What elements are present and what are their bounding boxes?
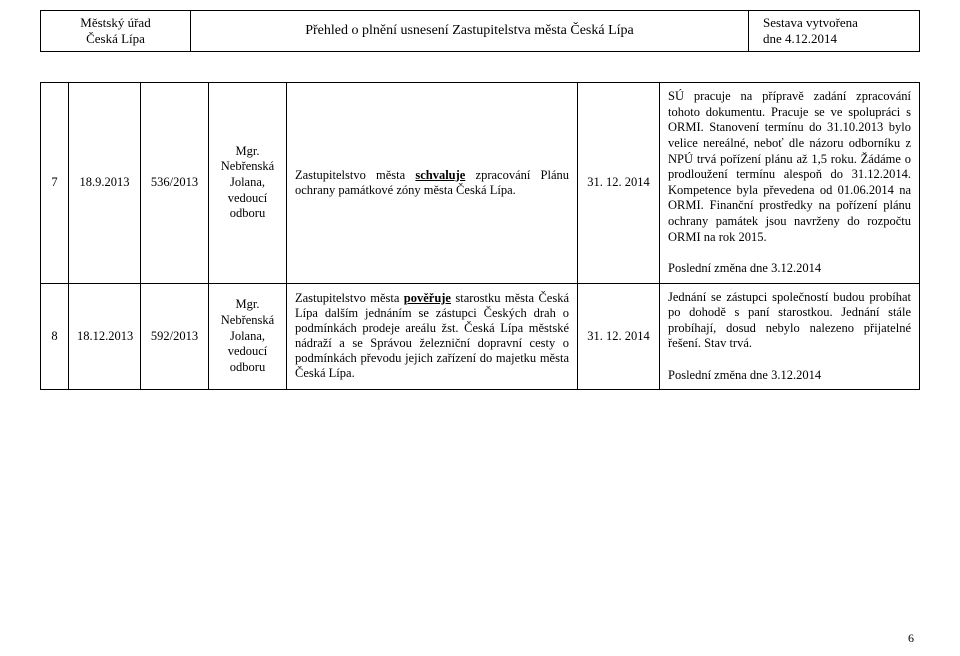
cell-status: Jednání se zástupci společností budou pr… xyxy=(660,283,920,390)
cell-status: SÚ pracuje na přípravě zadání zpracování… xyxy=(660,83,920,284)
desc-pre: Zastupitelstvo města xyxy=(295,291,404,305)
header-center: Přehled o plnění usnesení Zastupitelstva… xyxy=(191,11,749,51)
status-text: SÚ pracuje na přípravě zadání zpracování… xyxy=(668,89,911,244)
cell-term: 31. 12. 2014 xyxy=(578,283,660,390)
header-left-line1: Městský úřad xyxy=(49,15,182,31)
status-footer: Poslední změna dne 3.12.2014 xyxy=(668,261,821,275)
person-line: Nebřenská xyxy=(221,159,274,173)
resolutions-table: 7 18.9.2013 536/2013 Mgr. Nebřenská Jola… xyxy=(40,82,920,390)
status-footer: Poslední změna dne 3.12.2014 xyxy=(668,368,821,382)
desc-keyword: schvaluje xyxy=(415,168,465,182)
cell-term: 31. 12. 2014 xyxy=(578,83,660,284)
status-text: Jednání se zástupci společností budou pr… xyxy=(668,290,911,351)
cell-resolution: 536/2013 xyxy=(141,83,209,284)
person-line: Nebřenská xyxy=(221,313,274,327)
table-row: 7 18.9.2013 536/2013 Mgr. Nebřenská Jola… xyxy=(41,83,920,284)
person-line: Jolana, xyxy=(230,175,265,189)
cell-description: Zastupitelstvo města schvaluje zpracován… xyxy=(287,83,578,284)
person-line: Jolana, xyxy=(230,329,265,343)
cell-date: 18.9.2013 xyxy=(69,83,141,284)
person-line: odboru xyxy=(230,360,265,374)
person-line: vedoucí xyxy=(228,191,268,205)
table-row: 8 18.12.2013 592/2013 Mgr. Nebřenská Jol… xyxy=(41,283,920,390)
cell-date: 18.12.2013 xyxy=(69,283,141,390)
cell-description: Zastupitelstvo města pověřuje starostku … xyxy=(287,283,578,390)
cell-resolution: 592/2013 xyxy=(141,283,209,390)
header-right-line1: Sestava vytvořena xyxy=(763,15,911,31)
person-line: vedoucí xyxy=(228,344,268,358)
header-right-line2: dne 4.12.2014 xyxy=(763,31,911,47)
cell-number: 7 xyxy=(41,83,69,284)
cell-person: Mgr. Nebřenská Jolana, vedoucí odboru xyxy=(209,83,287,284)
header-left: Městský úřad Česká Lípa xyxy=(41,11,191,51)
document-header: Městský úřad Česká Lípa Přehled o plnění… xyxy=(40,10,920,52)
header-left-line2: Česká Lípa xyxy=(49,31,182,47)
person-line: odboru xyxy=(230,206,265,220)
person-line: Mgr. xyxy=(236,144,260,158)
cell-number: 8 xyxy=(41,283,69,390)
cell-person: Mgr. Nebřenská Jolana, vedoucí odboru xyxy=(209,283,287,390)
person-line: Mgr. xyxy=(236,297,260,311)
header-right: Sestava vytvořena dne 4.12.2014 xyxy=(749,11,919,51)
header-title: Přehled o plnění usnesení Zastupitelstva… xyxy=(305,23,634,39)
page-number: 6 xyxy=(908,631,914,646)
desc-pre: Zastupitelstvo města xyxy=(295,168,415,182)
desc-keyword: pověřuje xyxy=(404,291,451,305)
